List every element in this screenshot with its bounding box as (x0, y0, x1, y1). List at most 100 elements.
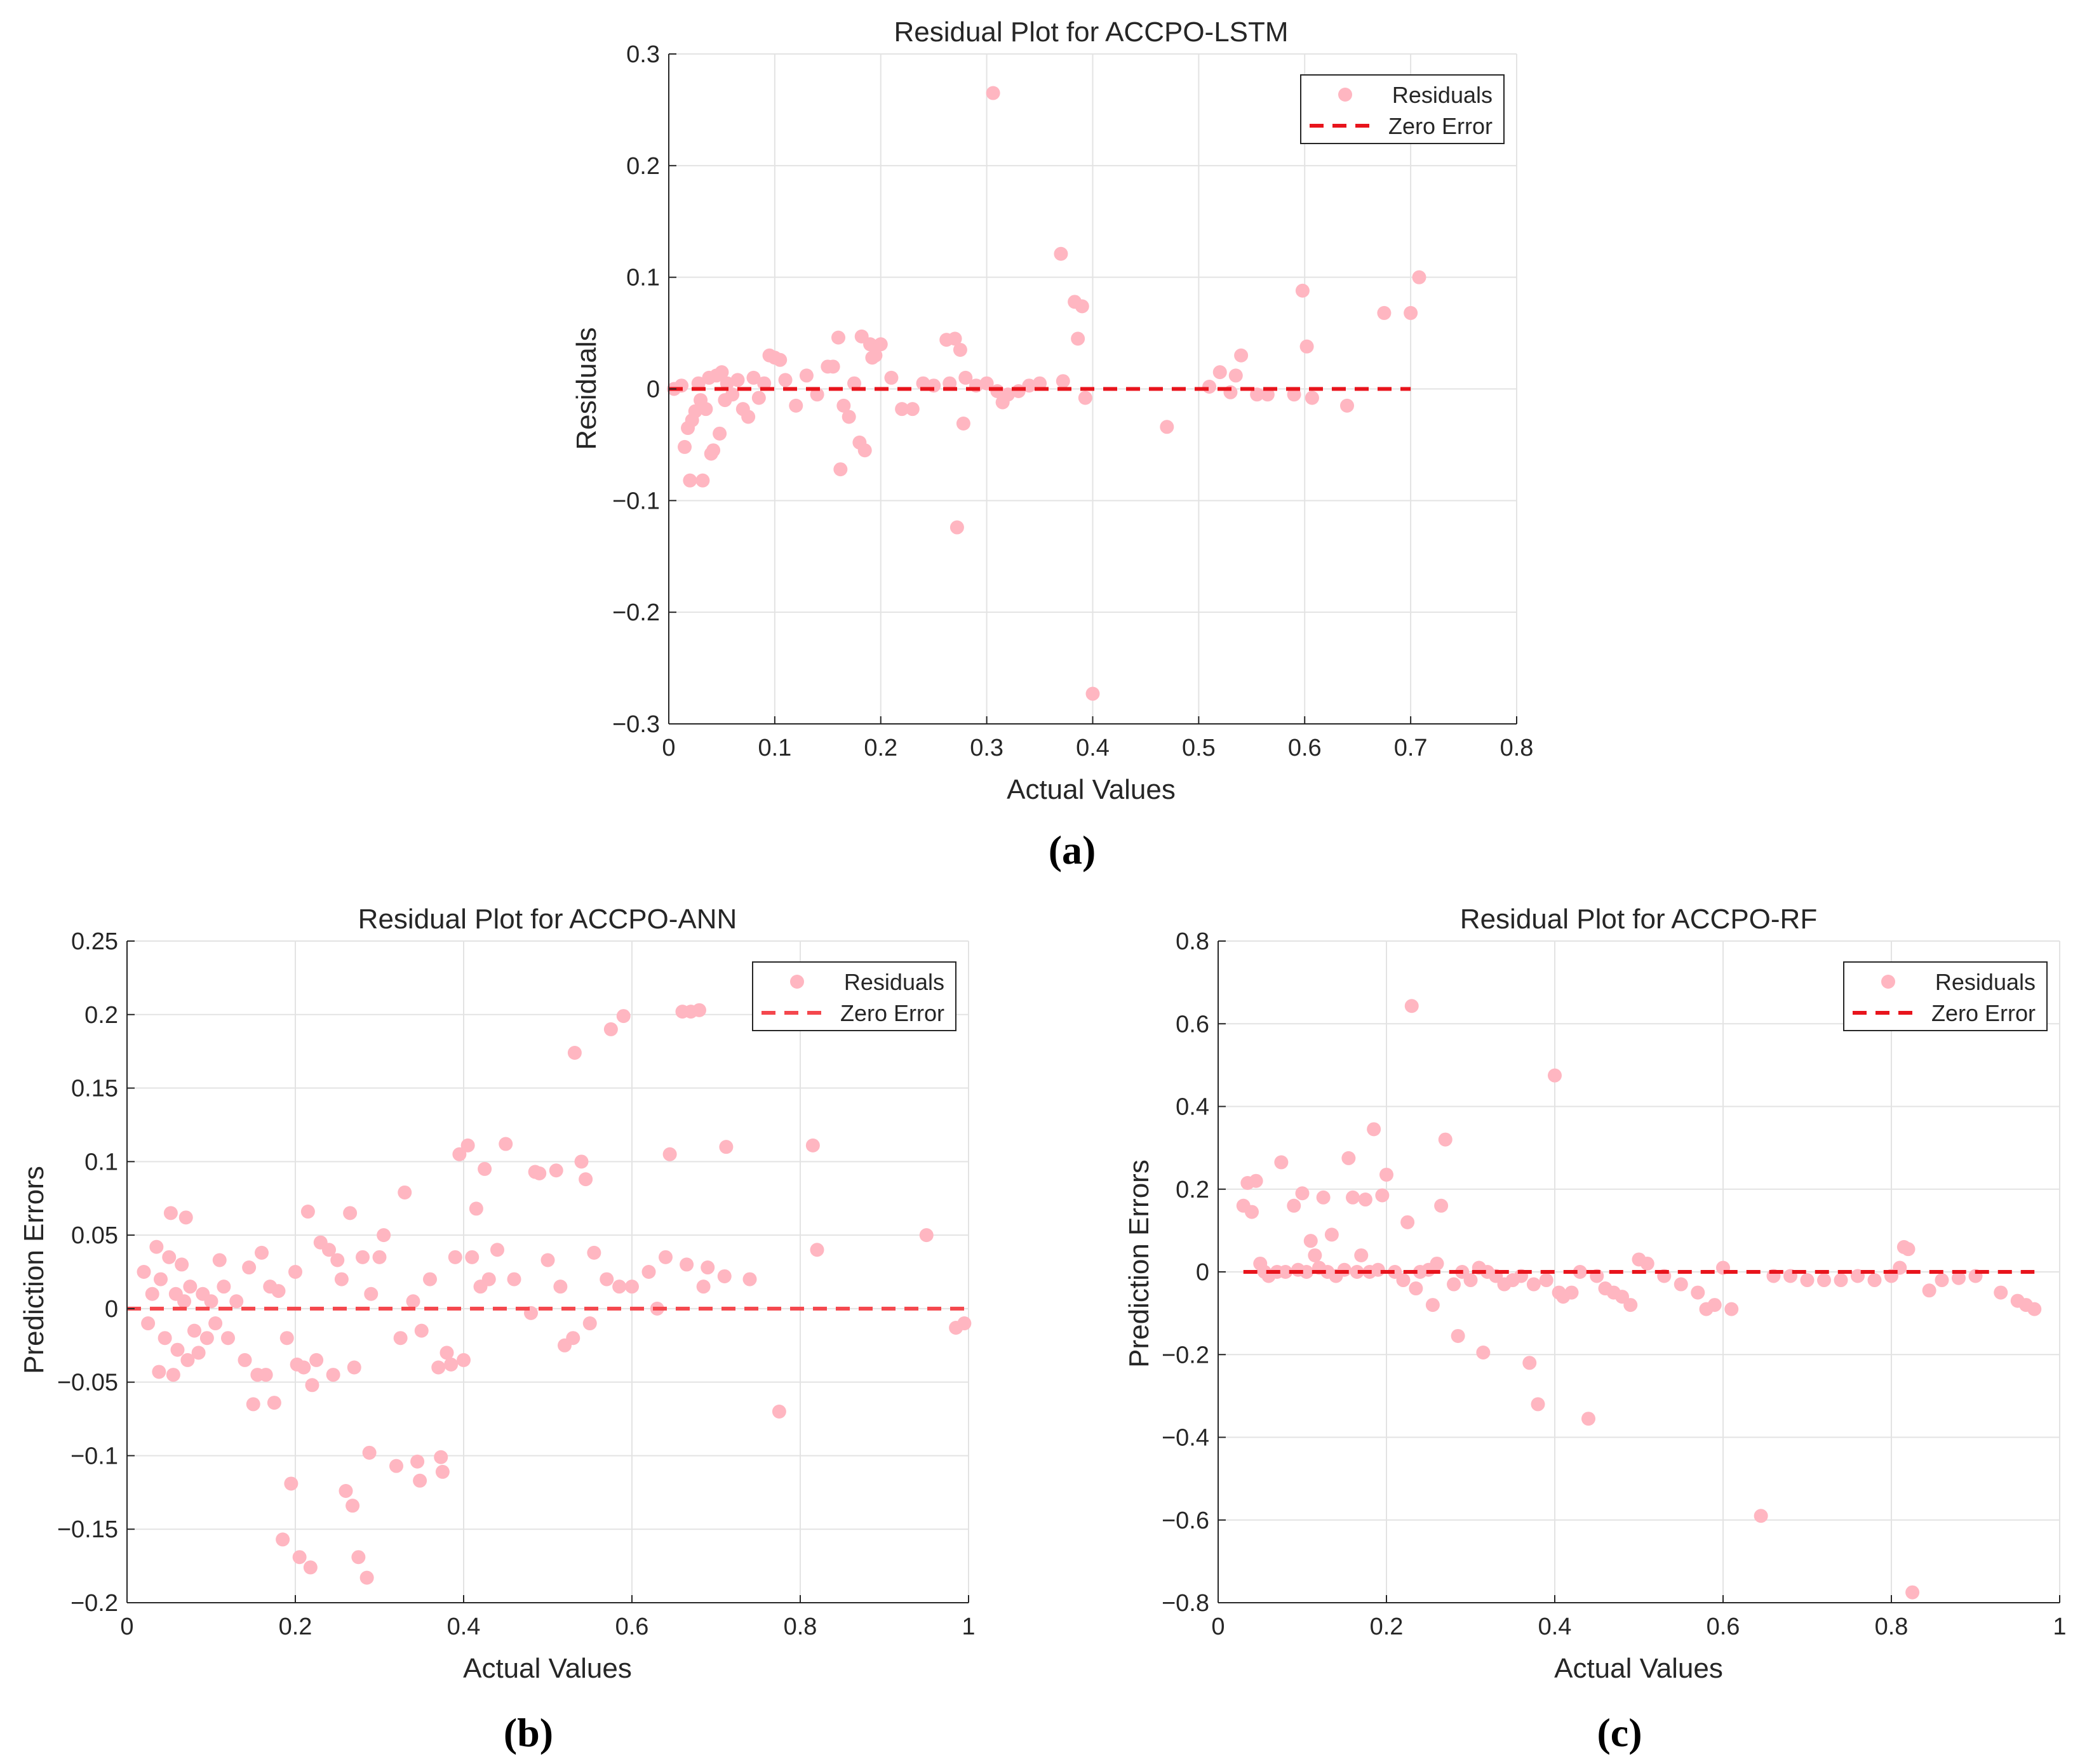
y-tick-label: 0.1 (626, 265, 660, 291)
x-tick-label: 0.2 (1370, 1614, 1404, 1640)
data-point (600, 1272, 614, 1286)
data-point (1581, 1412, 1595, 1426)
data-point (746, 370, 761, 385)
data-point (757, 376, 772, 391)
data-point (1867, 1273, 1882, 1288)
y-tick-label: 0.2 (84, 1002, 118, 1029)
data-point (842, 410, 856, 424)
y-tick-label: 0 (647, 377, 660, 403)
data-point (1707, 1298, 1722, 1313)
data-point (434, 1450, 448, 1464)
data-point (719, 1140, 734, 1154)
data-point (271, 1284, 286, 1299)
data-point (540, 1253, 555, 1267)
data-point (177, 1294, 192, 1309)
x-tick-label: 0.8 (1875, 1614, 1909, 1640)
data-point (1994, 1285, 2008, 1300)
y-tick-label: −0.3 (612, 711, 660, 738)
legend-marker (1338, 88, 1352, 102)
data-point (691, 376, 706, 391)
data-point (326, 1368, 340, 1382)
legend-marker (790, 975, 804, 989)
data-point (696, 1280, 711, 1294)
data-point (706, 443, 721, 458)
data-point (683, 473, 697, 488)
panel-rf: Residual Plot for ACCPO-RF Actual Values… (1124, 904, 2067, 1755)
y-axis-label: Residuals (571, 327, 602, 450)
data-point (330, 1253, 345, 1267)
data-point (1922, 1283, 1936, 1298)
x-tick-label: 0.3 (970, 735, 1003, 761)
data-point (810, 1243, 824, 1257)
data-point (334, 1272, 349, 1286)
x-tick-label: 0.6 (1707, 1614, 1740, 1640)
data-point (452, 1147, 467, 1161)
data-point (742, 1272, 757, 1286)
chart-title: Residual Plot for ACCPO-ANN (358, 904, 737, 935)
data-point (1573, 1265, 1587, 1279)
data-point (1358, 1193, 1372, 1207)
data-point (582, 1316, 597, 1331)
data-point (1340, 398, 1354, 413)
data-point (789, 398, 803, 413)
data-point (141, 1316, 156, 1331)
data-point (1952, 1271, 1966, 1285)
data-point (699, 402, 713, 417)
data-point (831, 330, 845, 345)
data-point (833, 462, 848, 477)
data-point (178, 1210, 193, 1225)
data-point (1430, 1256, 1444, 1271)
y-tick-label: 0.6 (1176, 1011, 1209, 1038)
data-point (393, 1331, 408, 1346)
data-point (957, 1316, 972, 1331)
data-point (730, 373, 745, 387)
data-point (836, 398, 851, 413)
data-point (2027, 1302, 2042, 1316)
data-point (180, 1353, 195, 1367)
data-point (919, 1228, 934, 1243)
data-point (389, 1459, 403, 1473)
data-point (170, 1342, 185, 1357)
chart-title: Residual Plot for ACCPO-LSTM (894, 17, 1288, 48)
data-point (187, 1323, 201, 1338)
data-point (772, 1404, 786, 1419)
data-point (720, 376, 734, 391)
data-point (603, 1022, 618, 1036)
data-point (460, 1138, 475, 1153)
legend-label-zero-error: Zero Error (1388, 113, 1493, 139)
data-point (1724, 1302, 1739, 1316)
data-point (943, 376, 957, 391)
data-point (1901, 1242, 1916, 1257)
data-point (1234, 348, 1249, 363)
data-point (356, 1250, 370, 1264)
data-point (725, 387, 740, 402)
data-point (1526, 1277, 1541, 1292)
data-point (439, 1346, 454, 1360)
data-point (773, 352, 788, 367)
data-point (958, 370, 973, 385)
data-point (166, 1368, 180, 1382)
legend-box (1843, 961, 2048, 1031)
data-point (1817, 1273, 1831, 1288)
y-tick-label: −0.4 (1162, 1425, 1209, 1452)
data-point (799, 368, 814, 383)
data-point (398, 1185, 412, 1199)
panel-caption: (c) (1597, 1710, 1642, 1755)
data-point (1564, 1285, 1579, 1300)
data-point (1476, 1345, 1491, 1360)
data-point (612, 1280, 627, 1294)
data-point (574, 1154, 589, 1169)
data-point (1078, 391, 1092, 405)
data-point (339, 1484, 353, 1499)
data-point (242, 1260, 257, 1275)
data-point (688, 404, 702, 418)
x-tick-label: 0.4 (447, 1614, 481, 1640)
data-point (1451, 1328, 1465, 1343)
data-point (1800, 1273, 1815, 1288)
data-point (1463, 1273, 1478, 1288)
data-point (1404, 999, 1419, 1013)
chart-title: Residual Plot for ACCPO-RF (1460, 904, 1817, 935)
data-point (351, 1550, 366, 1565)
data-point (413, 1473, 427, 1488)
